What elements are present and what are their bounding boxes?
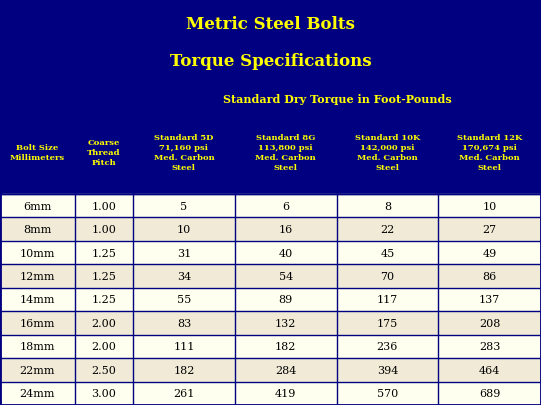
- Bar: [0, 111, 541, 194]
- Text: Standard 10K
142,000 psi
Med. Carbon
Steel: Standard 10K 142,000 psi Med. Carbon Ste…: [355, 134, 420, 172]
- Text: 261: 261: [173, 388, 195, 398]
- Bar: [0, 311, 541, 335]
- Text: 2.00: 2.00: [91, 318, 116, 328]
- Text: 1.00: 1.00: [91, 224, 116, 234]
- Text: Metric Steel Bolts: Metric Steel Bolts: [186, 16, 355, 33]
- Bar: [0, 87, 541, 111]
- Bar: [0, 264, 541, 288]
- Text: 70: 70: [380, 271, 394, 281]
- Text: 14mm: 14mm: [19, 295, 55, 305]
- Text: 182: 182: [173, 365, 195, 375]
- Text: Standard 8G
113,800 psi
Med. Carbon
Steel: Standard 8G 113,800 psi Med. Carbon Stee…: [255, 134, 316, 172]
- Bar: [0, 382, 541, 405]
- Text: Coarse
Thread
Pitch: Coarse Thread Pitch: [87, 139, 121, 167]
- Text: Standard 5D
71,160 psi
Med. Carbon
Steel: Standard 5D 71,160 psi Med. Carbon Steel: [154, 134, 214, 172]
- Text: 208: 208: [479, 318, 500, 328]
- Text: 24mm: 24mm: [19, 388, 55, 398]
- Text: 1.25: 1.25: [91, 271, 116, 281]
- Text: 236: 236: [377, 341, 398, 352]
- Text: 8mm: 8mm: [23, 224, 51, 234]
- Text: 5: 5: [180, 201, 188, 211]
- Text: 2.50: 2.50: [91, 365, 116, 375]
- Bar: [0, 218, 541, 241]
- Text: 464: 464: [479, 365, 500, 375]
- Text: 89: 89: [279, 295, 293, 305]
- Bar: [0, 358, 541, 382]
- Text: 1.00: 1.00: [91, 201, 116, 211]
- Text: 570: 570: [377, 388, 398, 398]
- Text: 31: 31: [177, 248, 191, 258]
- Text: 111: 111: [173, 341, 195, 352]
- Text: 283: 283: [479, 341, 500, 352]
- Text: 18mm: 18mm: [19, 341, 55, 352]
- Bar: [0, 288, 541, 311]
- Text: 16mm: 16mm: [19, 318, 55, 328]
- Bar: [0, 87, 541, 405]
- Text: 49: 49: [483, 248, 497, 258]
- Text: 1.25: 1.25: [91, 295, 116, 305]
- Bar: [0, 241, 541, 264]
- Text: 10: 10: [483, 201, 497, 211]
- Bar: [0, 194, 541, 218]
- Bar: [0, 0, 541, 87]
- Text: 55: 55: [177, 295, 191, 305]
- Text: Standard Dry Torque in Foot-Pounds: Standard Dry Torque in Foot-Pounds: [223, 94, 451, 105]
- Text: 394: 394: [377, 365, 398, 375]
- Text: 132: 132: [275, 318, 296, 328]
- Text: 8: 8: [384, 201, 391, 211]
- Text: 12mm: 12mm: [19, 271, 55, 281]
- Text: 6mm: 6mm: [23, 201, 51, 211]
- Text: 10: 10: [177, 224, 191, 234]
- Text: 83: 83: [177, 318, 191, 328]
- Text: 54: 54: [279, 271, 293, 281]
- Text: 419: 419: [275, 388, 296, 398]
- Text: 16: 16: [279, 224, 293, 234]
- Text: Standard 12K
170,674 psi
Med. Carbon
Steel: Standard 12K 170,674 psi Med. Carbon Ste…: [457, 134, 522, 172]
- Text: 40: 40: [279, 248, 293, 258]
- Text: 3.00: 3.00: [91, 388, 116, 398]
- Text: 1.25: 1.25: [91, 248, 116, 258]
- Text: 86: 86: [483, 271, 497, 281]
- Text: 2.00: 2.00: [91, 341, 116, 352]
- Text: 45: 45: [380, 248, 394, 258]
- Text: 22mm: 22mm: [19, 365, 55, 375]
- Text: Bolt Size
Millimeters: Bolt Size Millimeters: [10, 144, 65, 162]
- Text: 689: 689: [479, 388, 500, 398]
- Text: 10mm: 10mm: [19, 248, 55, 258]
- Text: 182: 182: [275, 341, 296, 352]
- Text: 22: 22: [380, 224, 394, 234]
- Bar: [0, 335, 541, 358]
- Text: 284: 284: [275, 365, 296, 375]
- Text: 175: 175: [377, 318, 398, 328]
- Text: 137: 137: [479, 295, 500, 305]
- Text: Torque Specifications: Torque Specifications: [170, 53, 371, 69]
- Text: 117: 117: [377, 295, 398, 305]
- Text: 6: 6: [282, 201, 289, 211]
- Text: 27: 27: [483, 224, 497, 234]
- Text: 34: 34: [177, 271, 191, 281]
